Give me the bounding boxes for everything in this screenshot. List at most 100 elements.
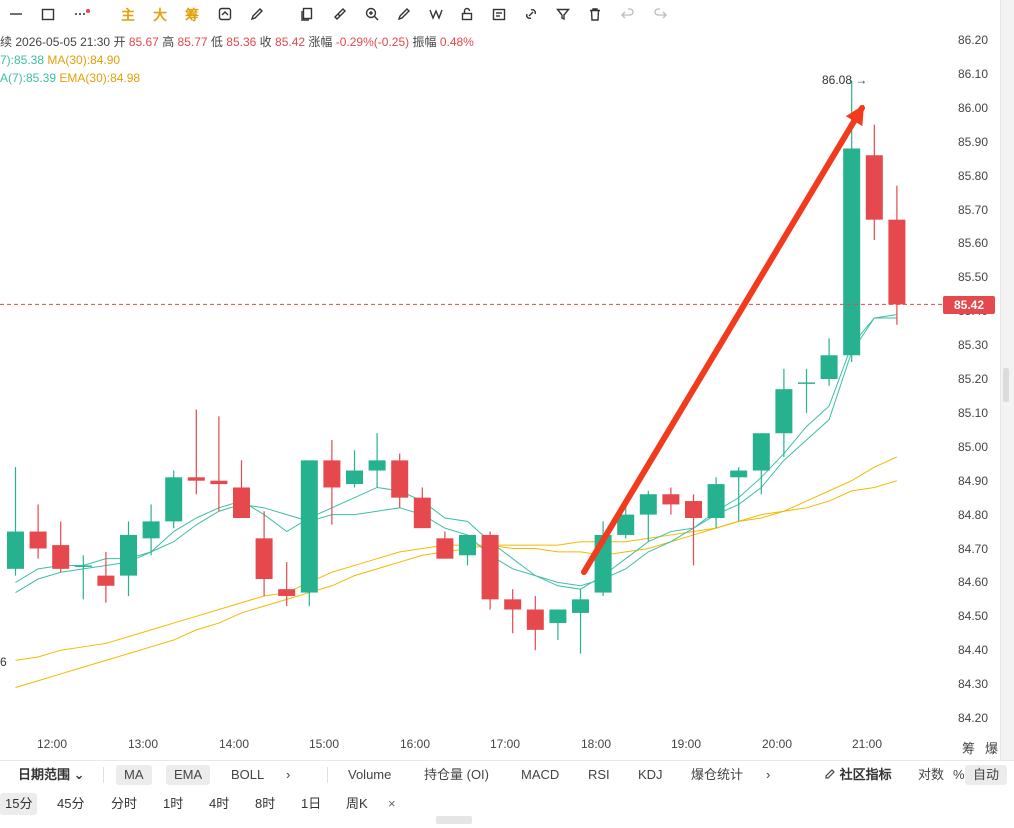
sync-icon[interactable]: [215, 5, 235, 25]
sub-rsi[interactable]: RSI: [588, 767, 610, 782]
candle[interactable]: [346, 450, 363, 488]
zoom-icon[interactable]: [362, 5, 382, 25]
sub-volume[interactable]: Volume: [348, 767, 392, 782]
candle-body: [865, 155, 883, 220]
candle[interactable]: [165, 470, 183, 529]
pen-tool-icon[interactable]: [247, 5, 267, 25]
chip-label[interactable]: 筹: [185, 7, 199, 23]
left-cutoff-label: 6: [0, 655, 7, 669]
candle[interactable]: [233, 460, 250, 518]
overlay-ma[interactable]: MA: [116, 765, 152, 785]
candle[interactable]: [413, 487, 431, 529]
candle[interactable]: [300, 460, 318, 607]
chip-toggle[interactable]: 筹: [962, 741, 976, 756]
delete-icon[interactable]: [585, 5, 605, 25]
price-tick-label: 85.90: [958, 134, 989, 149]
candle[interactable]: [278, 562, 296, 607]
lock-icon[interactable]: [457, 5, 477, 25]
sub-macd[interactable]: MACD: [521, 767, 560, 782]
ruler-icon[interactable]: [330, 5, 350, 25]
candle[interactable]: [436, 531, 454, 559]
candle[interactable]: [74, 555, 92, 600]
timeframe-3[interactable]: 1时: [163, 796, 184, 811]
candle[interactable]: [798, 368, 815, 413]
candle[interactable]: [459, 534, 476, 566]
candle[interactable]: [391, 453, 409, 508]
candle[interactable]: [707, 477, 725, 529]
price-axis[interactable]: 86.20 86.10 86.00 85.90 85.80 85.70 85.60 85.50…: [944, 0, 1000, 760]
undo-icon[interactable]: [618, 5, 638, 25]
chevron-right-icon[interactable]: ›: [766, 767, 771, 782]
timeframe-1[interactable]: 45分: [57, 796, 85, 811]
filter-icon[interactable]: [553, 5, 573, 25]
candle[interactable]: [639, 490, 657, 542]
timeframe-5[interactable]: 8时: [255, 796, 276, 811]
candle[interactable]: [730, 467, 748, 522]
ema30-line: [15, 480, 898, 688]
candle[interactable]: [52, 521, 70, 573]
note-icon[interactable]: [489, 5, 509, 25]
candle[interactable]: [820, 338, 838, 386]
candle[interactable]: [775, 368, 793, 457]
panel-resize-handle[interactable]: [436, 816, 472, 824]
liquidation-toggle[interactable]: 爆: [985, 741, 999, 756]
candle[interactable]: [752, 433, 770, 495]
candle[interactable]: [7, 467, 24, 576]
time-axis[interactable]: 12:00 13:00 14:00 15:00 16:00 17:00 18:00 19:00…: [0, 734, 944, 754]
more-dots-icon[interactable]: [72, 5, 92, 25]
side-panel-handle[interactable]: [1003, 368, 1009, 402]
candle[interactable]: [526, 595, 544, 651]
open-value: 85.67: [128, 35, 159, 49]
candle[interactable]: [29, 504, 47, 559]
candle[interactable]: [662, 487, 680, 515]
chevron-right-icon[interactable]: ›: [286, 767, 291, 782]
candle[interactable]: [685, 494, 702, 566]
candle[interactable]: [142, 504, 160, 556]
magnet-icon[interactable]: [426, 5, 446, 25]
candle[interactable]: [255, 511, 273, 596]
overlay-boll[interactable]: BOLL: [231, 767, 265, 782]
time-tick-label: 15:00: [308, 737, 340, 751]
redo-icon[interactable]: [650, 5, 670, 25]
community-indicators-button[interactable]: 社区指标: [816, 765, 900, 785]
candle[interactable]: [572, 589, 589, 654]
sub-liquidation-stats[interactable]: 爆仓统计: [691, 767, 744, 782]
sub-open-interest[interactable]: 持仓量 (OI): [424, 767, 489, 782]
timeframe-6[interactable]: 1日: [301, 796, 322, 811]
auto-scale-toggle[interactable]: 自动: [965, 765, 1008, 785]
log-scale-toggle[interactable]: 对数: [918, 767, 945, 782]
link-icon[interactable]: [521, 5, 541, 25]
copy-icon[interactable]: [297, 5, 317, 25]
rectangle-tool-icon[interactable]: [38, 5, 58, 25]
candle[interactable]: [549, 609, 567, 641]
timeframe-7[interactable]: 周K: [346, 796, 368, 811]
candle[interactable]: [323, 440, 341, 525]
candle[interactable]: [481, 531, 499, 610]
candle[interactable]: [97, 551, 115, 603]
candle[interactable]: [210, 416, 228, 512]
candle[interactable]: [617, 504, 635, 539]
timeframe-4[interactable]: 4时: [209, 796, 230, 811]
timeframe-0[interactable]: 15分: [0, 793, 38, 815]
candle[interactable]: [120, 521, 137, 596]
candle[interactable]: [865, 124, 883, 241]
line-tool-icon[interactable]: [6, 5, 26, 25]
price-chart[interactable]: 86.08 → 6: [0, 0, 944, 734]
overlay-ema[interactable]: EMA: [166, 765, 211, 785]
trend-arrow-annotation[interactable]: [581, 104, 865, 575]
ma30-value: MA(30):84.90: [47, 53, 121, 67]
big-order-label[interactable]: 大: [153, 7, 167, 23]
candle-body: [504, 599, 522, 610]
price-tick-label: 85.20: [958, 372, 989, 386]
date-range-button[interactable]: 日期范围 ⌄: [10, 765, 93, 785]
main-chart-label[interactable]: 主: [121, 7, 135, 23]
candle[interactable]: [504, 589, 522, 634]
timeframe-2[interactable]: 分时: [111, 796, 138, 811]
candle[interactable]: [368, 433, 386, 488]
percent-scale-toggle[interactable]: %: [953, 767, 965, 782]
sub-kdj[interactable]: KDJ: [638, 767, 663, 782]
candle[interactable]: [187, 409, 205, 495]
candle[interactable]: [888, 185, 906, 325]
close-icon[interactable]: ×: [388, 796, 396, 811]
highlighter-icon[interactable]: [394, 5, 414, 25]
